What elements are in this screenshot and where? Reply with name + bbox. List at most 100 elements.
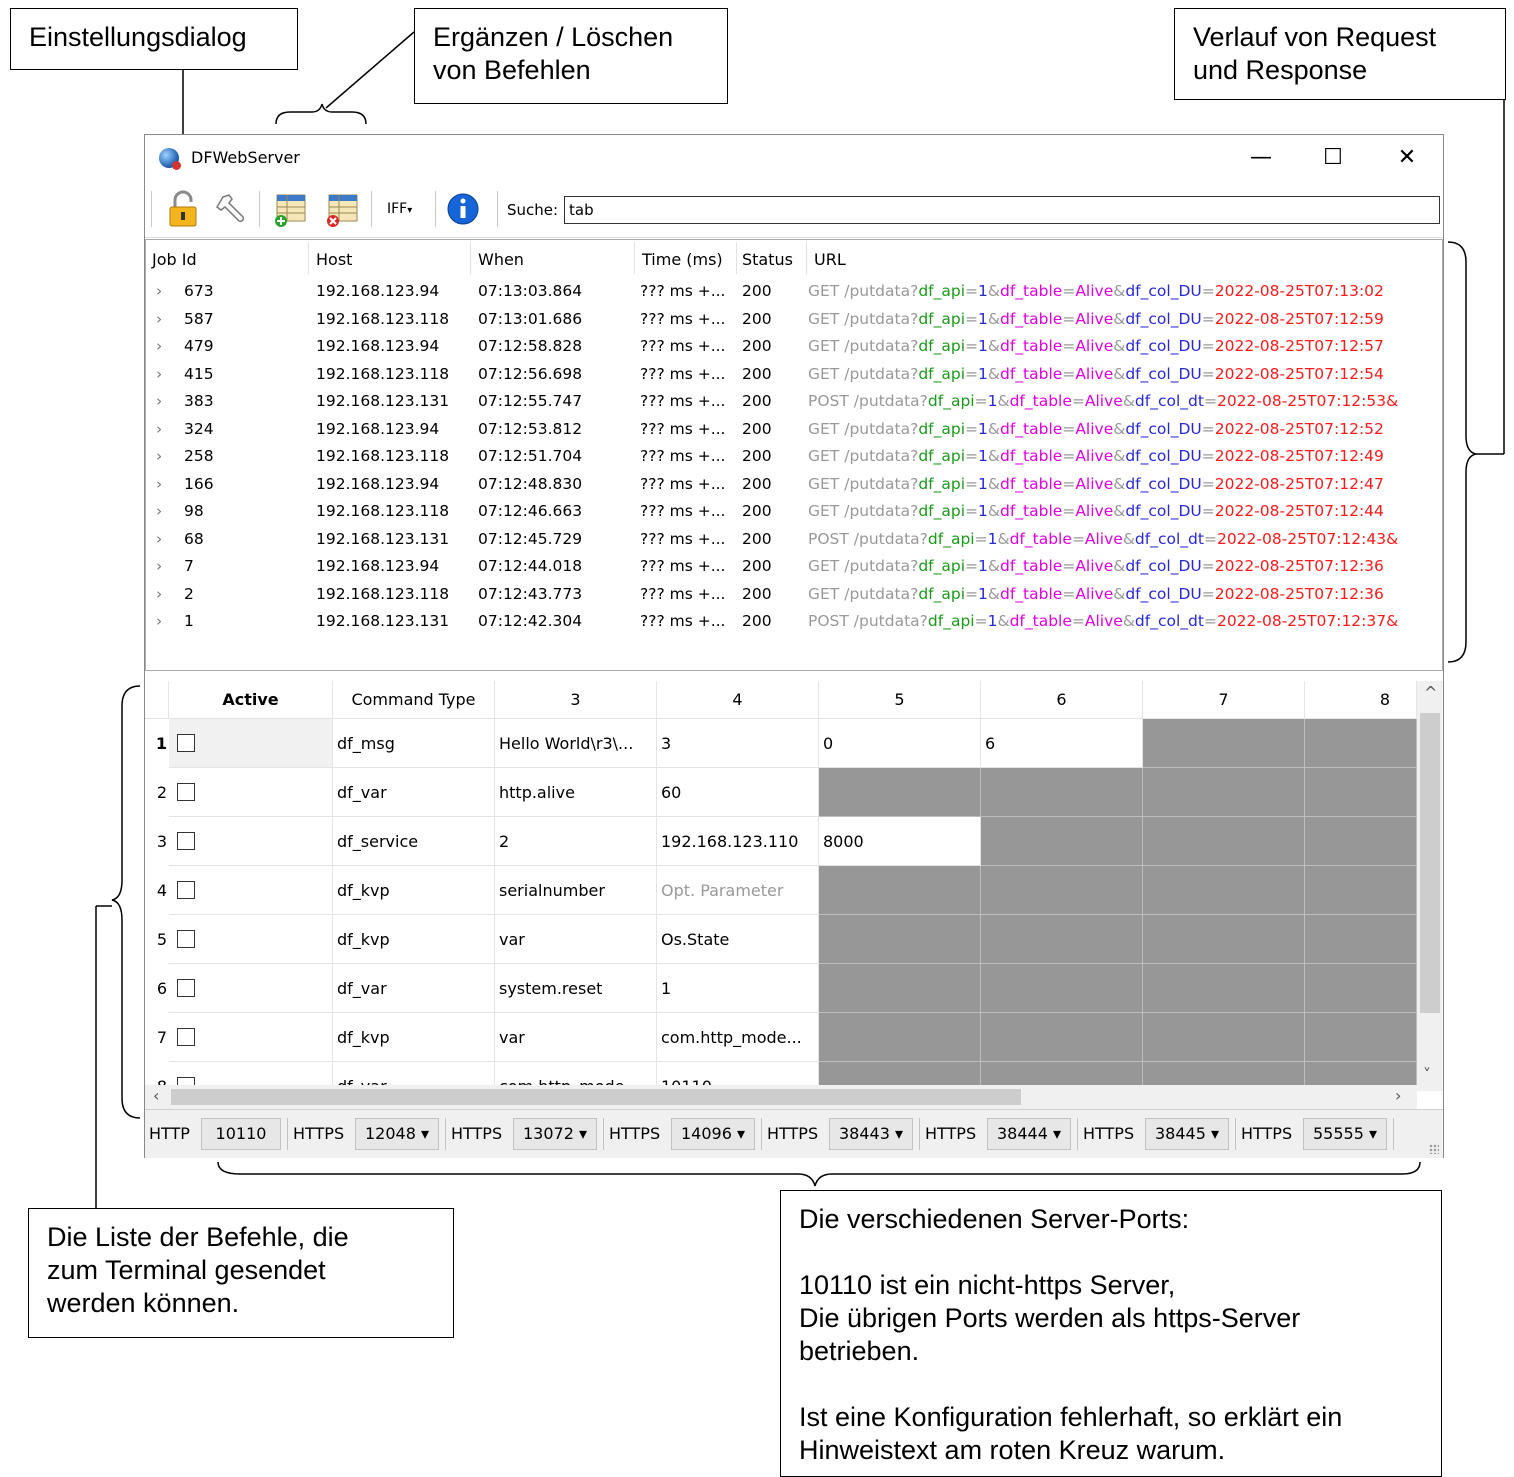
port-field[interactable]: 10110 — [201, 1118, 281, 1150]
log-row[interactable]: › 68 192.168.123.131 07:12:45.729 ??? ms +..… — [146, 526, 1442, 553]
resize-grip-icon[interactable] — [1429, 1144, 1439, 1154]
scroll-up-icon[interactable]: ^ — [1424, 683, 1438, 702]
col-header-job-id[interactable]: Job Id — [152, 250, 197, 269]
active-cell[interactable] — [169, 964, 333, 1013]
grid-cell[interactable]: df_var — [333, 964, 495, 1013]
log-row[interactable]: › 479 192.168.123.94 07:12:58.828 ??? ms +..… — [146, 333, 1442, 360]
grid-cell[interactable]: http.alive — [495, 768, 657, 817]
grid-cell[interactable]: df_msg — [333, 719, 495, 768]
grid-cell[interactable]: df_kvp — [333, 1013, 495, 1062]
expand-chevron-icon[interactable]: › — [156, 282, 163, 300]
expand-chevron-icon[interactable]: › — [156, 612, 163, 630]
request-history-list[interactable]: Job Id Host When Time (ms) Status URL › 6… — [145, 239, 1443, 671]
log-row[interactable]: › 258 192.168.123.118 07:12:51.704 ??? ms +.… — [146, 443, 1442, 470]
grid-header-4[interactable]: 4 — [657, 681, 819, 719]
active-checkbox[interactable] — [177, 881, 195, 899]
grid-cell[interactable]: serialnumber — [495, 866, 657, 915]
grid-cell[interactable]: df_kvp — [333, 915, 495, 964]
expand-chevron-icon[interactable]: › — [156, 529, 163, 548]
log-row[interactable]: › 7 192.168.123.94 07:12:44.018 ??? ms +... 2… — [146, 553, 1442, 580]
scroll-right-icon[interactable]: › — [1395, 1086, 1402, 1105]
log-row[interactable]: › 587 192.168.123.118 07:13:01.686 ??? ms +.… — [146, 306, 1442, 333]
active-checkbox[interactable] — [177, 783, 195, 801]
grid-cell[interactable]: com.http_mode... — [657, 1013, 819, 1062]
active-checkbox[interactable] — [177, 734, 195, 752]
grid-cell[interactable]: 60 — [657, 768, 819, 817]
grid-cell[interactable]: 1 — [657, 964, 819, 1013]
port-dropdown[interactable]: 13072 ▾ — [513, 1118, 597, 1150]
port-dropdown[interactable]: 38443 ▾ — [829, 1118, 913, 1150]
active-cell[interactable] — [169, 719, 333, 768]
expand-chevron-icon[interactable]: › — [156, 474, 163, 493]
scroll-left-icon[interactable]: ‹ — [153, 1086, 160, 1105]
port-dropdown[interactable]: 38444 ▾ — [987, 1118, 1071, 1150]
active-checkbox[interactable] — [177, 930, 195, 948]
grid-cell[interactable]: Os.State — [657, 915, 819, 964]
grid-cell[interactable]: Opt. Parameter — [657, 866, 819, 915]
grid-header-active[interactable]: Active — [169, 681, 333, 719]
col-header-time[interactable]: Time (ms) — [642, 250, 723, 269]
log-row[interactable]: › 98 192.168.123.118 07:12:46.663 ??? ms +..… — [146, 498, 1442, 525]
active-cell[interactable] — [169, 817, 333, 866]
expand-chevron-icon[interactable]: › — [156, 309, 163, 328]
active-cell[interactable] — [169, 1013, 333, 1062]
horizontal-scroll-thumb[interactable] — [171, 1089, 1021, 1105]
expand-chevron-icon[interactable]: › — [156, 584, 163, 603]
active-checkbox[interactable] — [177, 979, 195, 997]
expand-chevron-icon[interactable]: › — [156, 419, 163, 438]
wrench-icon[interactable] — [215, 189, 251, 229]
port-dropdown[interactable]: 14096 ▾ — [671, 1118, 755, 1150]
expand-chevron-icon[interactable]: › — [156, 364, 163, 383]
grid-cell[interactable]: 6 — [981, 719, 1143, 768]
log-row[interactable]: › 2 192.168.123.118 07:12:43.773 ??? ms +...… — [146, 581, 1442, 608]
grid-cell[interactable]: 3 — [657, 719, 819, 768]
active-checkbox[interactable] — [177, 1028, 195, 1046]
info-icon[interactable] — [445, 189, 481, 229]
active-cell[interactable] — [169, 768, 333, 817]
minimize-button[interactable]: — — [1250, 145, 1272, 170]
iff-dropdown-button[interactable]: IFF▾ — [387, 189, 427, 229]
active-cell[interactable] — [169, 866, 333, 915]
grid-cell[interactable]: 0 — [819, 719, 981, 768]
port-dropdown[interactable]: 38445 ▾ — [1145, 1118, 1229, 1150]
grid-header-7[interactable]: 7 — [1143, 681, 1305, 719]
active-cell[interactable] — [169, 915, 333, 964]
add-command-icon[interactable] — [271, 189, 309, 229]
grid-header-3[interactable]: 3 — [495, 681, 657, 719]
grid-cell[interactable]: system.reset — [495, 964, 657, 1013]
grid-cell[interactable]: df_service — [333, 817, 495, 866]
log-row[interactable]: › 324 192.168.123.94 07:12:53.812 ??? ms +..… — [146, 416, 1442, 443]
horizontal-scrollbar[interactable]: ‹ › — [145, 1085, 1417, 1109]
grid-header-5[interactable]: 5 — [819, 681, 981, 719]
search-input[interactable] — [564, 196, 1440, 224]
scroll-down-icon[interactable]: ˅ — [1423, 1065, 1431, 1084]
col-header-status[interactable]: Status — [742, 250, 793, 269]
grid-cell[interactable]: df_var — [333, 768, 495, 817]
grid-header-command-type[interactable]: Command Type — [333, 681, 495, 719]
delete-command-icon[interactable] — [323, 189, 361, 229]
expand-chevron-icon[interactable]: › — [156, 392, 163, 410]
grid-cell[interactable]: df_kvp — [333, 866, 495, 915]
grid-cell[interactable]: var — [495, 1013, 657, 1062]
maximize-button[interactable]: ☐ — [1323, 145, 1343, 170]
active-checkbox[interactable] — [177, 832, 195, 850]
close-button[interactable]: ✕ — [1397, 145, 1417, 170]
log-row[interactable]: › 1 192.168.123.131 07:12:42.304 ??? ms +...… — [146, 608, 1442, 635]
log-row[interactable]: › 415 192.168.123.118 07:12:56.698 ??? ms +.… — [146, 361, 1442, 388]
grid-cell[interactable]: 8000 — [819, 817, 981, 866]
grid-cell[interactable]: var — [495, 915, 657, 964]
lock-icon[interactable] — [165, 189, 201, 229]
col-header-when[interactable]: When — [478, 250, 524, 269]
log-row[interactable]: › 673 192.168.123.94 07:13:03.864 ??? ms +..… — [146, 278, 1442, 305]
port-dropdown[interactable]: 55555 ▾ — [1303, 1118, 1387, 1150]
grid-header-6[interactable]: 6 — [981, 681, 1143, 719]
grid-cell[interactable]: Hello World\r3\... — [495, 719, 657, 768]
grid-cell[interactable]: 192.168.123.110 — [657, 817, 819, 866]
title-bar[interactable]: DFWebServer — ☐ ✕ — [145, 135, 1443, 181]
log-row[interactable]: › 383 192.168.123.131 07:12:55.747 ??? ms +.… — [146, 388, 1442, 415]
grid-header-8[interactable]: 8 — [1305, 681, 1417, 719]
command-grid[interactable]: Active Command Type 3 4 5 6 7 8 1 df_msg H… — [145, 681, 1443, 1109]
col-header-host[interactable]: Host — [316, 250, 353, 269]
port-dropdown[interactable]: 12048 ▾ — [355, 1118, 439, 1150]
col-header-url[interactable]: URL — [814, 250, 846, 269]
